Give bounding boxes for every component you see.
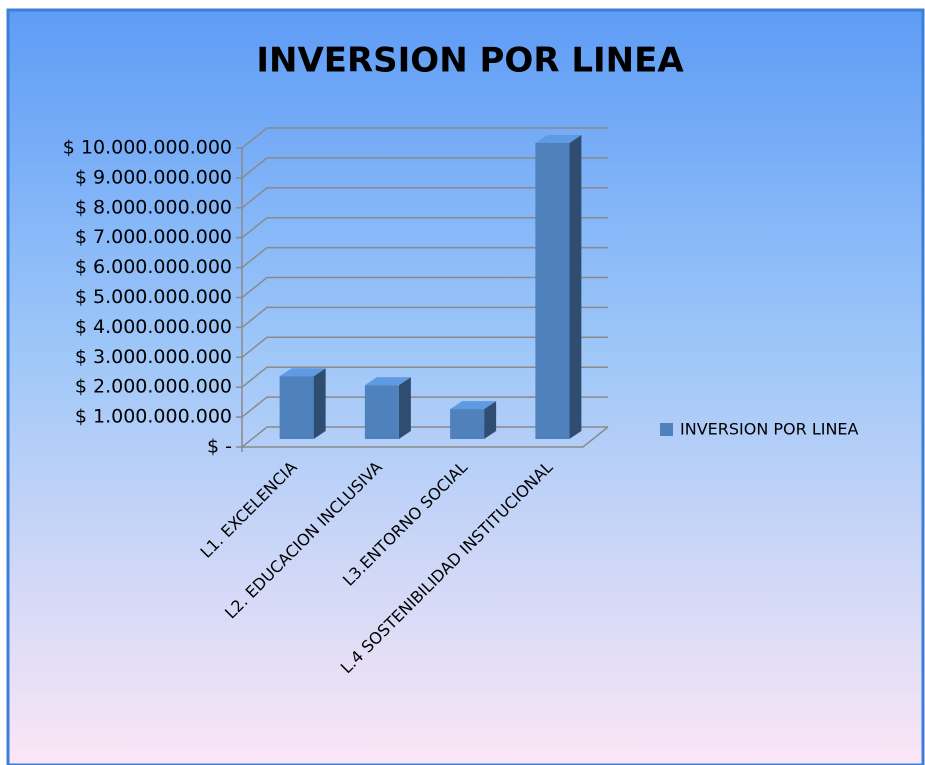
grid-line xyxy=(241,127,608,149)
bar-top xyxy=(450,401,497,410)
bar-side xyxy=(313,368,326,439)
y-tick-label: $ 10.000.000.000 xyxy=(63,137,232,159)
y-tick-label: $ - xyxy=(207,436,232,458)
grid-line xyxy=(241,276,608,299)
bar-front xyxy=(450,409,485,439)
bar-front xyxy=(364,385,399,439)
grid-line xyxy=(241,396,608,418)
y-tick-label: $ 2.000.000.000 xyxy=(75,376,232,398)
y-tick-label: $ 6.000.000.000 xyxy=(75,256,232,278)
bar xyxy=(364,377,411,439)
grid-line xyxy=(241,246,608,269)
y-tick-label: $ 9.000.000.000 xyxy=(75,166,232,188)
grid-line xyxy=(241,306,608,328)
y-tick-label: $ 3.000.000.000 xyxy=(75,346,232,368)
grid-line xyxy=(241,157,608,179)
bar-top xyxy=(364,377,411,386)
grid-line xyxy=(241,216,608,239)
bar-side xyxy=(569,134,582,440)
grid-line xyxy=(241,187,608,209)
chart-title: INVERSION POR LINEA xyxy=(256,41,684,81)
y-tick-label: $ 4.000.000.000 xyxy=(75,316,232,338)
bar xyxy=(279,368,326,439)
bar-side xyxy=(398,377,411,439)
bar-front xyxy=(535,142,570,440)
chart-area xyxy=(6,8,925,765)
legend-swatch xyxy=(660,423,673,436)
bar xyxy=(535,134,582,440)
bar-top xyxy=(279,368,326,377)
legend-label: INVERSION POR LINEA xyxy=(680,420,859,439)
grid-line xyxy=(241,366,608,388)
y-tick-label: $ 8.000.000.000 xyxy=(75,196,232,218)
y-tick-label: $ 5.000.000.000 xyxy=(75,286,232,308)
bar xyxy=(450,401,497,439)
grid-line xyxy=(241,336,608,358)
bar-side xyxy=(484,401,497,439)
bar-top xyxy=(535,134,582,143)
y-tick-label: $ 7.000.000.000 xyxy=(75,226,232,248)
bar-front xyxy=(279,376,314,439)
y-tick-label: $ 1.000.000.000 xyxy=(75,406,232,428)
floor xyxy=(242,426,609,448)
